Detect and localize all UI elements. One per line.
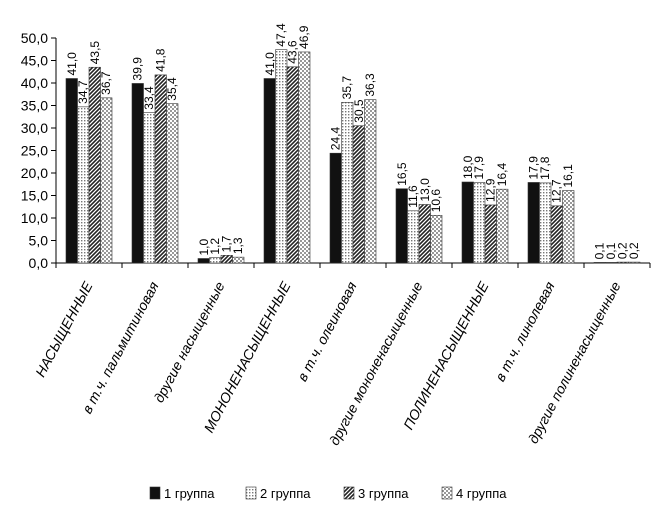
bar (616, 261, 629, 264)
bar (220, 255, 233, 264)
bar (484, 204, 497, 264)
data-label: 0,2 (627, 242, 641, 259)
y-tick-label: 5,0 (29, 233, 49, 249)
bar (154, 74, 167, 264)
bar (100, 97, 113, 264)
bar (364, 99, 377, 264)
category-label: другие насыщенные (150, 279, 227, 405)
y-tick-label: 35,0 (21, 98, 48, 114)
data-label: 24,4 (329, 127, 343, 151)
data-label: 0,1 (593, 242, 607, 259)
bar (232, 256, 245, 264)
legend-swatch (149, 486, 161, 500)
data-label: 17,8 (538, 156, 552, 180)
data-label: 34,7 (76, 80, 90, 104)
data-label: 16,1 (561, 164, 575, 188)
legend-label: 1 группа (164, 486, 215, 501)
data-label: 35,4 (165, 77, 179, 101)
legend-label: 4 группа (456, 486, 507, 501)
y-tick-label: 10,0 (21, 210, 48, 226)
legend-label: 3 группа (358, 486, 409, 501)
bar (461, 181, 474, 264)
bar (407, 210, 420, 264)
data-label: 17,9 (472, 156, 486, 180)
y-tick-label: 45,0 (21, 53, 48, 69)
y-tick-label: 50,0 (21, 30, 48, 46)
bar (341, 102, 354, 264)
bar (286, 66, 299, 264)
y-tick-label: 25,0 (21, 143, 48, 159)
data-label: 33,4 (142, 86, 156, 110)
data-label: 0,2 (616, 242, 630, 259)
y-tick-label: 30,0 (21, 120, 48, 136)
bar (628, 261, 641, 264)
bar (197, 258, 210, 264)
bar (143, 112, 156, 264)
bar (550, 205, 563, 264)
bar (77, 106, 90, 264)
data-label: 0,1 (604, 242, 618, 259)
bar (352, 125, 365, 264)
category-label: в т.ч. пальмитиновая (79, 278, 162, 416)
bar (275, 49, 288, 264)
bar (298, 51, 311, 264)
data-label: 16,5 (395, 162, 409, 186)
data-label: 39,9 (131, 57, 145, 81)
data-label: 41,0 (263, 52, 277, 76)
data-label: 30,5 (352, 99, 366, 123)
data-label: 41,8 (154, 48, 168, 72)
data-label: 46,9 (297, 25, 311, 49)
bar (593, 262, 606, 264)
data-label: 12,9 (484, 178, 498, 202)
y-tick-label: 20,0 (21, 165, 48, 181)
bar (88, 66, 101, 264)
data-label: 1,0 (197, 238, 211, 255)
data-label: 43,6 (286, 40, 300, 64)
legend-label: 2 группа (260, 486, 311, 501)
data-label: 43,5 (88, 41, 102, 65)
data-label: 41,0 (65, 52, 79, 76)
bar (562, 190, 575, 264)
bar (329, 152, 342, 264)
data-label: 1,7 (220, 235, 234, 252)
data-label: 10,6 (429, 189, 443, 213)
data-label: 35,7 (340, 76, 354, 100)
bar (65, 78, 78, 264)
bar (166, 103, 179, 264)
bar (263, 78, 276, 264)
legend-swatch (245, 486, 257, 500)
data-label: 1,3 (231, 237, 245, 254)
bar (527, 182, 540, 264)
data-label: 36,7 (99, 71, 113, 95)
data-label: 16,4 (495, 163, 509, 187)
bar (430, 215, 443, 264)
legend-swatch (343, 486, 355, 500)
data-label: 13,0 (418, 178, 432, 202)
y-tick-label: 0,0 (29, 255, 49, 271)
data-label: 36,3 (363, 73, 377, 97)
data-label: 12,7 (550, 179, 564, 203)
data-label: 11,6 (406, 185, 420, 208)
data-label: 1,2 (208, 238, 222, 255)
data-label: 17,9 (527, 156, 541, 180)
data-label: 47,4 (274, 23, 288, 47)
data-label: 18,0 (461, 155, 475, 179)
y-tick-label: 15,0 (21, 188, 48, 204)
category-label: НАСЫЩЕННЫЕ (32, 278, 96, 379)
legend-swatch (441, 486, 453, 500)
y-tick-label: 40,0 (21, 75, 48, 91)
bar (209, 257, 222, 264)
bar (605, 262, 618, 264)
bar (496, 188, 509, 264)
category-label: в т.ч. линолевая (492, 278, 558, 383)
category-label: в т.ч. олеиновая (294, 278, 360, 383)
